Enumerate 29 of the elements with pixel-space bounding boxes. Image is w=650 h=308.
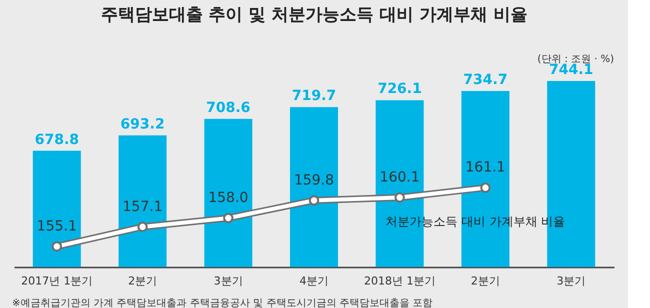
x-tick-label: 4분기 — [300, 274, 328, 288]
data-label: 155.1 — [36, 218, 77, 234]
data-label: 734.7 — [463, 72, 508, 88]
data-label: 158.0 — [208, 190, 248, 206]
data-label: 160.1 — [380, 169, 420, 186]
chart-title: 주택담보대출 추이 및 처분가능소득 대비 가계부채 비율 — [100, 5, 528, 25]
data-label: 744.1 — [548, 62, 594, 78]
data-label: 161.1 — [465, 160, 506, 176]
point — [308, 195, 320, 206]
x-tick-label: 2분기 — [470, 274, 500, 288]
data-label: 157.1 — [122, 198, 163, 215]
data-label: 726.1 — [378, 81, 422, 98]
point — [394, 192, 405, 203]
data-label: 678.8 — [34, 132, 80, 148]
x-tick-label: 2분기 — [128, 274, 158, 288]
x-tick-label: 3분기 — [214, 274, 243, 288]
x-tick-label: 3분기 — [556, 274, 586, 288]
point — [480, 182, 491, 193]
point — [137, 222, 148, 232]
point — [223, 212, 234, 224]
x-tick-label: 2018년 1분기 — [364, 274, 436, 288]
text: (단위 : 조원 · %) — [537, 54, 614, 65]
data-label: 159.8 — [294, 172, 334, 188]
point — [52, 241, 62, 252]
x-tick-label: 2017년 1분기 — [21, 274, 93, 288]
data-label: 693.2 — [120, 116, 165, 132]
text: ※예금취급기관의 가계 주택담보대출과 주택금융공사 및 주택도시기금의 주택담보대출을 포함 — [12, 298, 433, 308]
data-label: 708.6 — [206, 100, 250, 116]
data-label: 719.7 — [292, 88, 336, 104]
